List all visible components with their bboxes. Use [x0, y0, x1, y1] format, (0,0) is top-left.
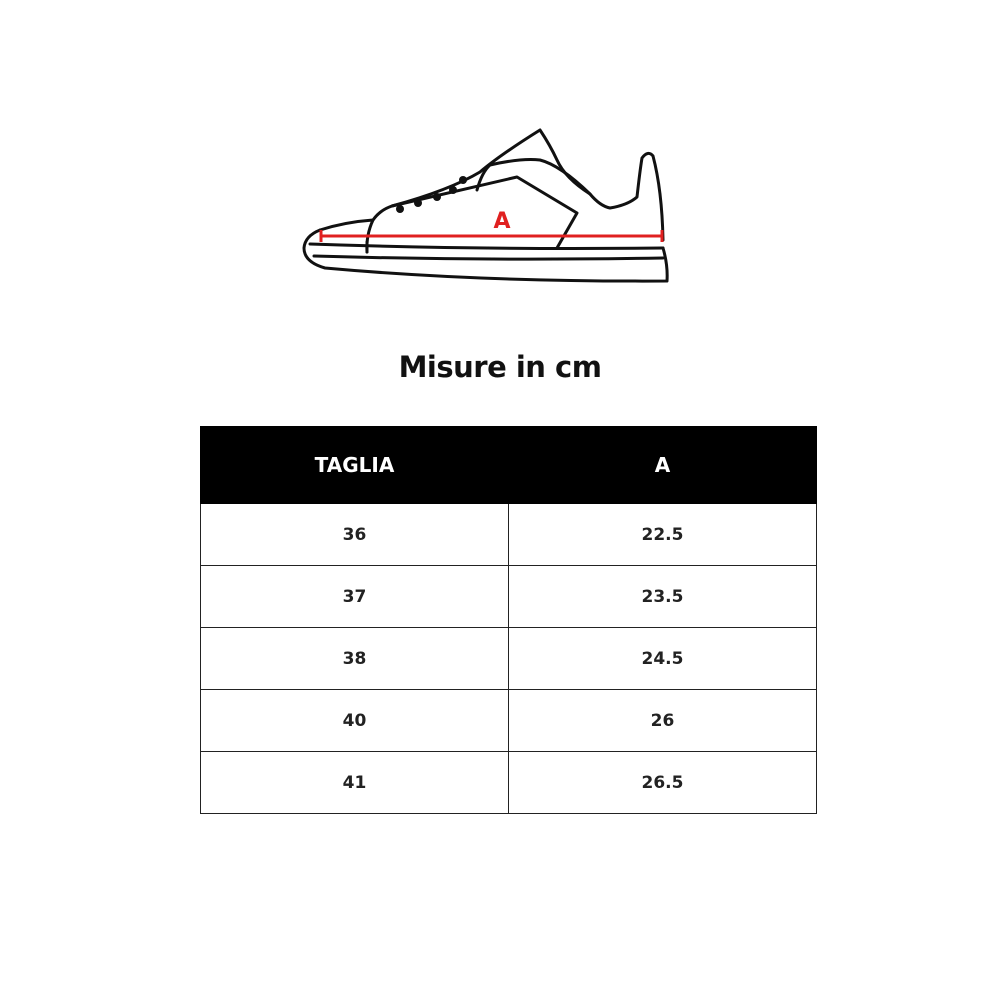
lace-icons: [396, 176, 467, 213]
page-title: Misure in cm: [398, 350, 602, 384]
shoe-outline: [302, 128, 669, 283]
shoe-diagram: A: [302, 128, 669, 283]
size-table: TAGLIA A 36 22.5 37 23.5 38 24.5 40 26 41 26.…: [200, 426, 817, 814]
size-cell: 38: [200, 627, 509, 690]
length-cell: 24.5: [508, 627, 817, 690]
length-cell: 23.5: [508, 565, 817, 628]
length-cell: 26.5: [508, 751, 817, 814]
header-a: A: [508, 426, 817, 504]
size-cell: 41: [200, 751, 509, 814]
size-cell: 40: [200, 689, 509, 752]
table-row: 37 23.5: [200, 565, 817, 628]
length-cell: 26: [508, 689, 817, 752]
table-row: 41 26.5: [200, 751, 817, 814]
measure-label: A: [493, 209, 510, 234]
table-header: TAGLIA A: [200, 426, 817, 504]
length-cell: 22.5: [508, 503, 817, 566]
table-row: 40 26: [200, 689, 817, 752]
header-size: TAGLIA: [200, 426, 509, 504]
measure-line-a: [319, 230, 664, 242]
table-row: 36 22.5: [200, 503, 817, 566]
table-row: 38 24.5: [200, 627, 817, 690]
size-cell: 36: [200, 503, 509, 566]
size-cell: 37: [200, 565, 509, 628]
